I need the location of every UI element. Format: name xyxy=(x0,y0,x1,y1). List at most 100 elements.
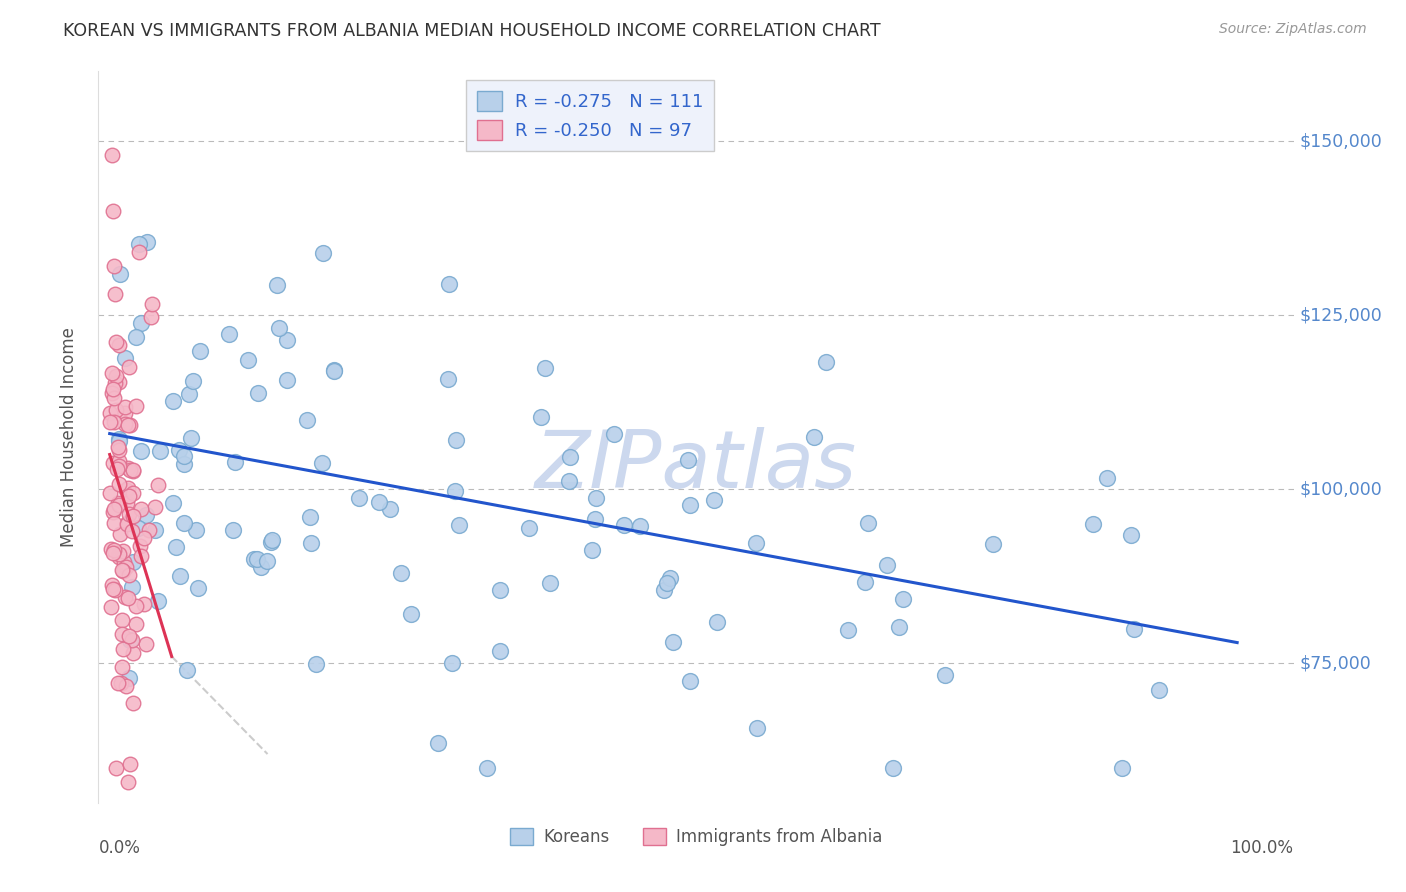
Point xyxy=(447,517,470,532)
Point xyxy=(125,329,148,343)
Point xyxy=(120,757,142,772)
Point xyxy=(118,489,141,503)
Point xyxy=(238,353,260,368)
Point xyxy=(107,440,129,454)
Point xyxy=(1123,622,1146,636)
Point xyxy=(703,492,725,507)
Point xyxy=(105,334,128,349)
Point xyxy=(1081,517,1104,532)
Point xyxy=(107,550,129,565)
Point xyxy=(132,532,155,546)
Y-axis label: Median Household Income: Median Household Income xyxy=(59,327,77,547)
Point xyxy=(108,434,131,449)
Text: $150,000: $150,000 xyxy=(1299,132,1382,150)
Point xyxy=(104,761,127,775)
Point xyxy=(882,761,904,775)
Point xyxy=(260,535,283,549)
Point xyxy=(117,774,139,789)
Point xyxy=(110,676,132,690)
Point xyxy=(399,607,422,621)
Point xyxy=(135,637,157,651)
Point xyxy=(530,409,553,424)
Point xyxy=(218,327,240,342)
Point xyxy=(105,462,128,476)
Point xyxy=(139,310,162,325)
Point xyxy=(114,351,136,365)
Point xyxy=(893,592,915,607)
Point xyxy=(103,376,125,391)
Point xyxy=(311,456,333,470)
Point xyxy=(117,517,139,532)
Point xyxy=(148,594,170,608)
Point xyxy=(305,657,328,671)
Point xyxy=(444,433,467,447)
Point xyxy=(101,578,124,592)
Point xyxy=(662,634,685,648)
Point xyxy=(122,509,145,524)
Point xyxy=(128,236,150,251)
Point xyxy=(114,400,136,414)
Point xyxy=(173,516,195,530)
Point xyxy=(887,620,910,634)
Point xyxy=(101,505,124,519)
Point xyxy=(654,582,676,597)
Point xyxy=(98,407,121,421)
Point xyxy=(436,372,458,386)
Point xyxy=(129,539,152,553)
Point xyxy=(104,287,127,301)
Point xyxy=(981,537,1004,551)
Point xyxy=(101,366,124,380)
Point xyxy=(115,483,138,497)
Point xyxy=(103,392,125,406)
Point xyxy=(103,260,125,274)
Point xyxy=(165,540,187,554)
Point xyxy=(120,418,142,433)
Point xyxy=(117,481,139,495)
Point xyxy=(117,591,139,605)
Point xyxy=(1097,471,1119,485)
Point xyxy=(312,245,335,260)
Point xyxy=(266,277,288,292)
Point xyxy=(489,644,512,658)
Point xyxy=(176,663,198,677)
Point xyxy=(295,412,318,426)
Point xyxy=(706,615,728,629)
Point xyxy=(115,516,138,531)
Point xyxy=(103,516,125,530)
Point xyxy=(101,582,124,596)
Point xyxy=(100,599,122,614)
Point xyxy=(100,541,122,556)
Point xyxy=(121,464,143,478)
Point xyxy=(628,518,651,533)
Point xyxy=(167,442,190,457)
Point xyxy=(108,458,131,473)
Text: $125,000: $125,000 xyxy=(1299,306,1382,324)
Point xyxy=(517,520,540,534)
Point xyxy=(111,641,134,656)
Text: ZIPatlas: ZIPatlas xyxy=(534,427,858,506)
Point xyxy=(222,523,245,537)
Point xyxy=(858,516,880,530)
Point xyxy=(299,536,322,550)
Point xyxy=(108,498,131,512)
Point xyxy=(1149,683,1171,698)
Point xyxy=(853,574,876,589)
Point xyxy=(107,675,129,690)
Point xyxy=(107,454,129,468)
Point xyxy=(104,582,127,597)
Point xyxy=(581,542,603,557)
Point xyxy=(103,543,125,558)
Point xyxy=(323,364,346,378)
Point xyxy=(378,501,401,516)
Point xyxy=(110,627,132,641)
Point xyxy=(803,430,825,444)
Legend: Koreans, Immigrants from Albania: Koreans, Immigrants from Albania xyxy=(503,822,889,853)
Point xyxy=(184,524,207,538)
Point xyxy=(114,406,136,420)
Point xyxy=(243,551,266,566)
Point xyxy=(120,463,142,477)
Point xyxy=(107,375,129,389)
Point xyxy=(129,549,152,563)
Point xyxy=(108,477,131,491)
Point xyxy=(127,521,149,535)
